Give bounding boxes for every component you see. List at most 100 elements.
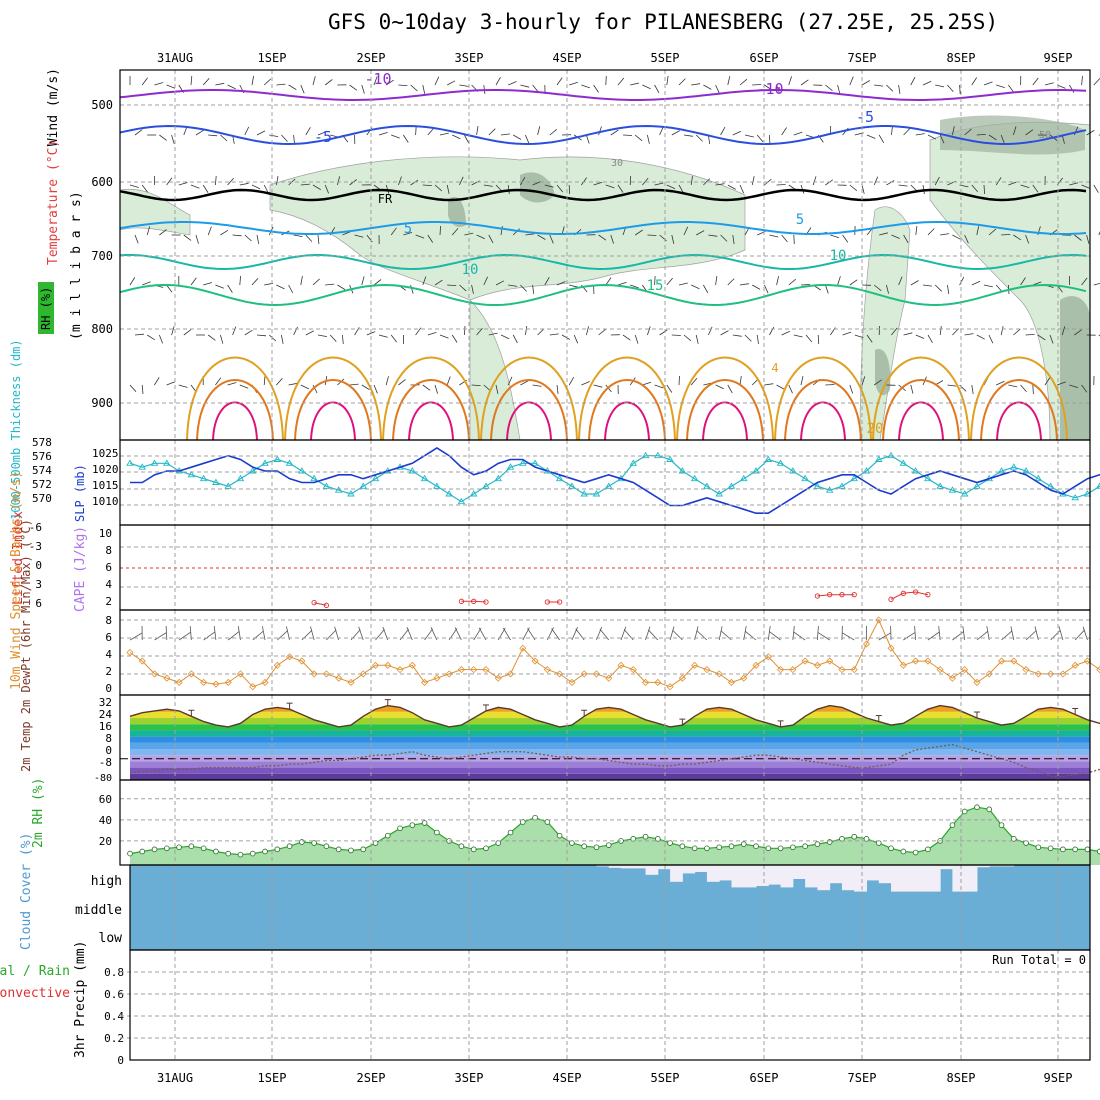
wind10-marker xyxy=(899,661,907,669)
wind-barb xyxy=(1093,282,1100,286)
wind-barb xyxy=(215,175,217,186)
date-label-top: 7SEP xyxy=(848,51,877,65)
wind10-marker xyxy=(703,666,711,674)
wind-barb xyxy=(683,134,693,137)
isotherm-10 xyxy=(119,253,1087,271)
wind-barb xyxy=(439,334,449,339)
wind-barb xyxy=(1025,129,1034,136)
rh2m-ytick: 40 xyxy=(99,814,112,827)
wind-barb xyxy=(1061,326,1066,336)
thickness-marker xyxy=(469,490,478,497)
wind-barb xyxy=(415,234,425,239)
rh2m-marker xyxy=(642,833,649,840)
wind-barb xyxy=(263,375,266,386)
wind-barb xyxy=(1081,75,1083,86)
rh2m-marker xyxy=(605,842,612,848)
wind-barb xyxy=(952,328,959,336)
wind-barb xyxy=(952,234,961,240)
wind-barb xyxy=(776,184,786,186)
wind-barb xyxy=(495,280,505,286)
wind10-marker xyxy=(1059,670,1067,678)
thickness-marker xyxy=(899,459,908,466)
wind-barb xyxy=(525,326,528,336)
wind-barb xyxy=(324,79,333,86)
contour-label: 5 xyxy=(796,212,804,228)
wind-barb xyxy=(666,384,673,393)
wind-barb xyxy=(325,283,335,286)
wind-barb xyxy=(849,184,858,192)
wind-barb xyxy=(671,130,680,136)
wind10-marker xyxy=(666,683,674,691)
wind-barb xyxy=(500,334,510,340)
isotherm-20 xyxy=(676,356,774,441)
date-label-bottom: 2SEP xyxy=(357,1071,386,1085)
slp-ytick: 1010 xyxy=(92,495,119,508)
wind-barb xyxy=(373,279,382,286)
wind-barb xyxy=(434,184,443,192)
slp-ylabel: SLP (mb) xyxy=(73,464,87,522)
wind10-marker xyxy=(1022,666,1030,674)
wind10-barb xyxy=(744,630,757,641)
wind-barb xyxy=(837,276,841,286)
wind-barb xyxy=(141,184,148,193)
wind-barb xyxy=(715,84,720,94)
wind-barb xyxy=(634,334,639,344)
wind10-marker xyxy=(470,666,478,674)
wind-barb xyxy=(581,177,587,186)
cloud-high-gap xyxy=(976,865,990,868)
wind-barb xyxy=(202,184,209,193)
rh2m-marker xyxy=(826,839,833,845)
wind-barb xyxy=(227,84,236,90)
wind10-marker xyxy=(862,640,871,648)
isotherm-25 xyxy=(392,379,470,441)
wind-barb xyxy=(403,134,409,143)
wind-barb xyxy=(488,234,494,244)
rh2m-ytick: 20 xyxy=(99,835,112,848)
wind-barb xyxy=(500,226,503,236)
wind-barb xyxy=(190,277,197,286)
wind-barb xyxy=(678,282,688,286)
thickness-marker xyxy=(433,482,441,489)
lifted-ylabel: Lifted Index xyxy=(11,511,26,605)
rh2m-marker xyxy=(814,841,821,847)
temp2m-ytick: 32 xyxy=(99,696,112,709)
wind-barb xyxy=(903,234,909,243)
wind-barb xyxy=(349,84,358,91)
upper-ytick: 800 xyxy=(91,322,113,336)
wind-barb xyxy=(947,384,957,387)
thickness-line xyxy=(129,455,1100,503)
upper-panel: -10-10-5-5FR5510101520430505006007008009… xyxy=(38,68,1100,441)
temp-band xyxy=(130,761,1090,768)
wind10-marker xyxy=(457,666,465,674)
wind10-barb xyxy=(817,625,819,641)
wind-barb xyxy=(622,134,633,136)
wind-barb xyxy=(695,134,703,142)
wind-barb xyxy=(190,184,200,189)
wind-barb xyxy=(508,81,517,86)
wind10-marker xyxy=(273,661,281,669)
thickness-marker xyxy=(445,490,453,497)
wind10-barb xyxy=(878,632,892,641)
wind10-ytick: 2 xyxy=(105,665,112,678)
wind10-barb xyxy=(1058,626,1064,641)
upper-ylabel-wind: Wind (m/s) xyxy=(46,68,61,146)
wind-barb xyxy=(305,330,314,336)
cloud-high-gap xyxy=(927,865,941,892)
wind-barb xyxy=(886,180,895,186)
cloud-high-gap xyxy=(719,865,732,881)
wind-barb xyxy=(300,183,310,186)
wind-barb xyxy=(447,80,456,86)
date-label-top: 5SEP xyxy=(651,51,680,65)
contour-label: -5 xyxy=(314,128,332,146)
wind-barb xyxy=(642,84,651,90)
panel-frame xyxy=(129,949,1091,1061)
wind-barb xyxy=(654,84,660,94)
wind10-barb xyxy=(962,626,966,641)
isotherm-5 xyxy=(119,221,1087,235)
rh2m-marker xyxy=(151,846,158,853)
wind-barb xyxy=(910,76,916,86)
wind-barb xyxy=(146,334,156,341)
wind-barb xyxy=(922,284,932,287)
wind-barb xyxy=(288,382,298,386)
